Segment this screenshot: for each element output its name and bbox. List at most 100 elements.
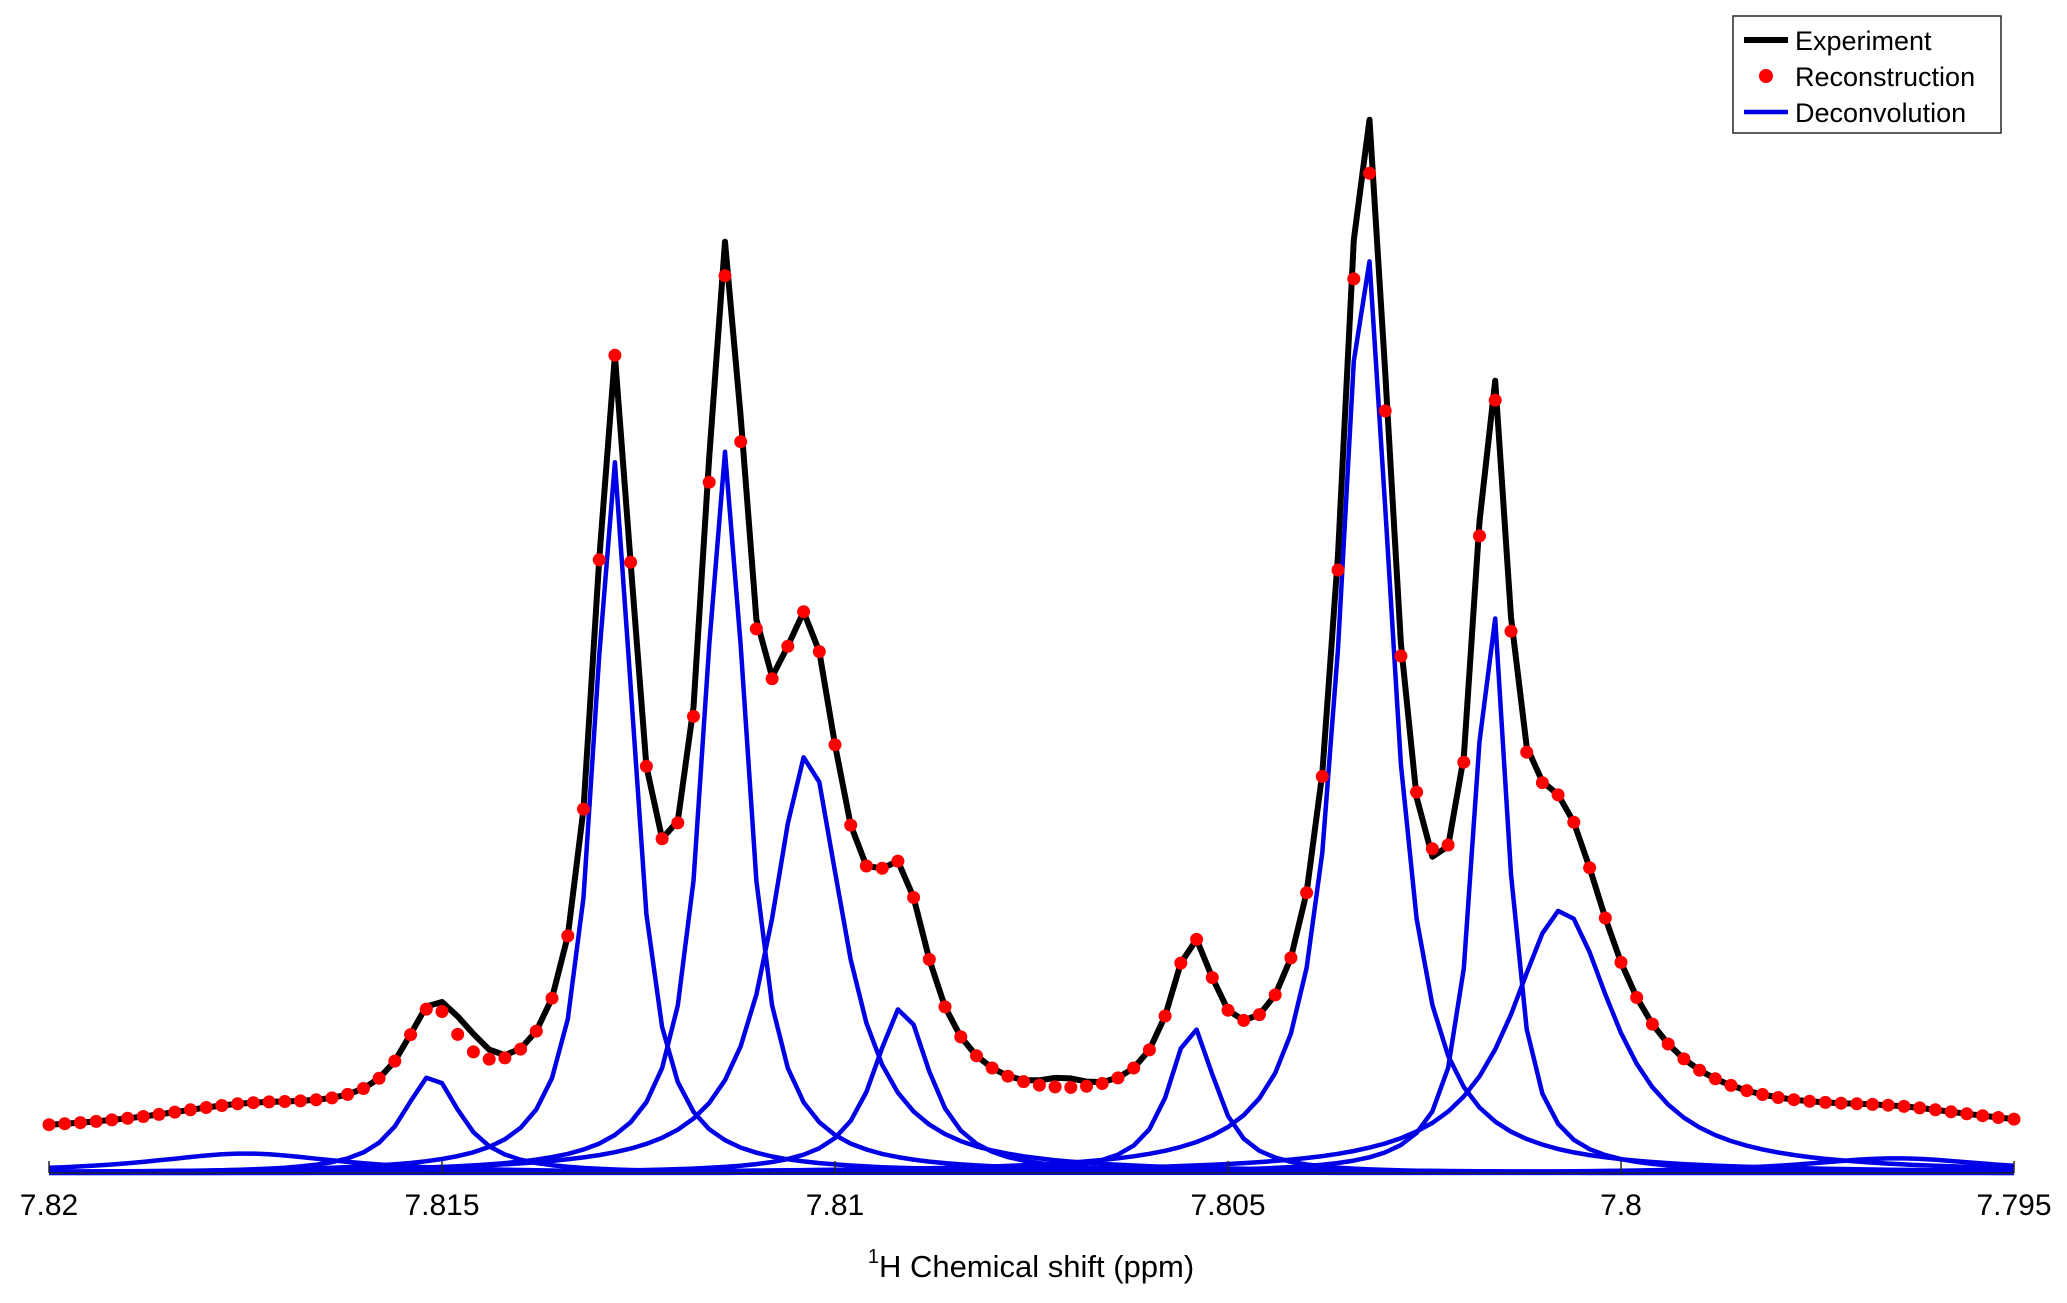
experiment-line [48, 116, 2015, 1128]
legend-deconvolution-label: Deconvolution [1795, 98, 1966, 128]
reconstruction-point [702, 475, 716, 489]
reconstruction-point [152, 1107, 166, 1121]
reconstruction-point [1928, 1103, 1942, 1117]
reconstruction-point [828, 738, 842, 752]
reconstruction-point [1158, 1009, 1172, 1023]
reconstruction-point [246, 1096, 260, 1110]
reconstruction-point [1567, 815, 1581, 829]
x-axis-ticks: 7.82 7.815 7.81 7.805 7.8 7.795 [20, 1161, 2052, 1222]
reconstruction-point [404, 1028, 418, 1042]
reconstruction-point [1441, 838, 1455, 852]
reconstruction-point [482, 1052, 496, 1066]
reconstruction-point [309, 1093, 323, 1107]
reconstruction-point [1583, 861, 1597, 875]
reconstruction-point [1425, 842, 1439, 856]
reconstruction-point [514, 1042, 528, 1056]
reconstruction-point [592, 553, 606, 567]
reconstruction-point [749, 622, 763, 636]
reconstruction-point [1771, 1091, 1785, 1104]
x-tick-label: 7.82 [20, 1189, 78, 1222]
reconstruction-points [42, 166, 2021, 1132]
reconstruction-point [1347, 272, 1361, 286]
reconstruction-point [498, 1051, 512, 1065]
x-axis-title-text: H Chemical shift (ppm) [879, 1249, 1194, 1284]
reconstruction-point [1834, 1096, 1848, 1110]
reconstruction-point [970, 1049, 983, 1063]
reconstruction-point [325, 1091, 339, 1105]
reconstruction-point [105, 1113, 119, 1127]
legend-experiment-label: Experiment [1795, 26, 1932, 56]
x-axis-title: 1H Chemical shift (ppm) [868, 1246, 1194, 1284]
reconstruction-point [1504, 624, 1518, 638]
reconstruction-point [1268, 988, 1282, 1002]
reconstruction-point [341, 1087, 355, 1101]
deconvolution-curve-3 [49, 449, 2014, 1175]
reconstruction-point [545, 991, 559, 1005]
reconstruction-point [1394, 649, 1408, 663]
x-tick-label: 7.8 [1600, 1189, 1642, 1222]
reconstruction-point [1803, 1094, 1817, 1108]
reconstruction-point [1520, 745, 1534, 759]
x-tick-label: 7.815 [404, 1189, 479, 1222]
reconstruction-point [938, 1000, 952, 1014]
reconstruction-point [844, 818, 858, 832]
reconstruction-point [985, 1061, 999, 1075]
deconvolution-curve-9 [49, 908, 2015, 1175]
deconvolution-curve-2 [48, 460, 2014, 1176]
reconstruction-point [1363, 166, 1376, 180]
reconstruction-point [1614, 955, 1628, 969]
reconstruction-point [812, 645, 826, 659]
reconstruction-point [231, 1097, 245, 1111]
plot-area [42, 116, 2021, 1176]
legend: Experiment Reconstruction Deconvolution [1732, 15, 2002, 134]
reconstruction-point [781, 639, 795, 653]
reconstruction-point [1001, 1069, 1015, 1083]
reconstruction-point [58, 1117, 72, 1131]
reconstruction-point [1410, 785, 1424, 799]
reconstruction-point [1190, 932, 1204, 946]
reconstruction-point [1850, 1097, 1864, 1111]
deconvolution-curve-4 [48, 755, 2014, 1175]
reconstruction-point [1881, 1098, 1895, 1112]
reconstruction-point [1818, 1095, 1832, 1109]
reconstruction-point [1630, 991, 1644, 1004]
reconstruction-point [1551, 788, 1565, 802]
reconstruction-point [136, 1110, 150, 1123]
reconstruction-point [529, 1024, 543, 1038]
reconstruction-point [1142, 1043, 1156, 1057]
reconstruction-point [294, 1094, 307, 1108]
x-tick-label: 7.805 [1190, 1189, 1265, 1222]
reconstruction-point [372, 1071, 386, 1085]
reconstruction-point [1064, 1080, 1078, 1094]
x-axis-title-superscript: 1 [868, 1246, 879, 1268]
reconstruction-point [2007, 1112, 2021, 1126]
reconstruction-point [1488, 393, 1502, 407]
reconstruction-point [765, 672, 779, 686]
reconstruction-point [922, 952, 936, 966]
reconstruction-point [577, 802, 590, 816]
reconstruction-point [1787, 1093, 1801, 1107]
reconstruction-point [262, 1095, 276, 1109]
reconstruction-point [1095, 1077, 1109, 1090]
reconstruction-point [451, 1027, 465, 1041]
reconstruction-point [624, 555, 638, 569]
reconstruction-point [1740, 1084, 1754, 1098]
reconstruction-point [891, 854, 905, 868]
reconstruction-point [671, 816, 685, 830]
reconstruction-point [1252, 1008, 1266, 1022]
reconstruction-point [1944, 1105, 1958, 1119]
reconstruction-point [1315, 770, 1329, 783]
reconstruction-point [73, 1116, 87, 1130]
reconstruction-point [89, 1114, 103, 1128]
reconstruction-point [1598, 911, 1612, 925]
reconstruction-point [1127, 1061, 1141, 1075]
reconstruction-point [1284, 951, 1298, 965]
reconstruction-point [1237, 1013, 1251, 1027]
reconstruction-point [1048, 1080, 1062, 1094]
reconstruction-point [718, 269, 732, 283]
deconvolution-curve-6 [49, 1027, 2014, 1176]
reconstruction-point [561, 929, 575, 943]
reconstruction-point [687, 709, 700, 723]
reconstruction-point [1174, 956, 1188, 970]
